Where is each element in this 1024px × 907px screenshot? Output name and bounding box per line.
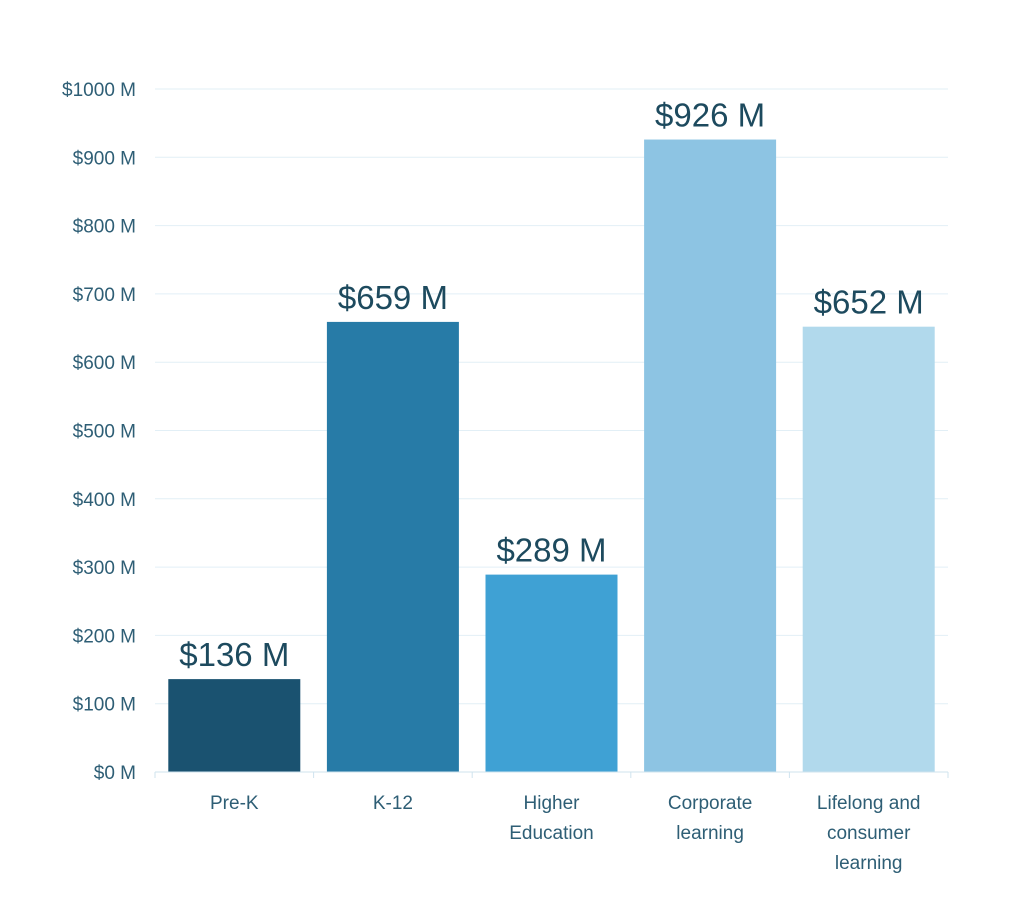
x-tick-label: consumer [827, 823, 911, 844]
bars [168, 139, 935, 773]
y-tick-label: $100 M [73, 695, 136, 716]
y-axis: $0 M $100 M $200 M $300 M $400 M $500 M $600 M… [62, 80, 136, 784]
bar-value-label: $289 M [496, 532, 606, 569]
x-tick-label: Higher [524, 793, 581, 814]
y-tick-label: $900 M [73, 148, 136, 169]
gridlines [155, 88, 948, 705]
y-tick-label: $600 M [73, 353, 136, 374]
y-tick-label: $800 M [73, 217, 136, 238]
x-tick-label: K-12 [373, 793, 413, 814]
y-tick-label: $200 M [73, 626, 136, 647]
y-tick-label: $1000 M [62, 80, 136, 101]
y-tick-label: $300 M [73, 558, 136, 579]
bar [644, 139, 777, 773]
bar-value-label: $659 M [338, 279, 448, 316]
y-tick-label: $0 M [94, 763, 136, 784]
y-tick-label: $500 M [73, 422, 136, 443]
data-labels: $136 M $659 M $289 M $926 M $652 M [179, 97, 923, 674]
x-tick-label: Corporate [668, 793, 753, 814]
x-tick-label: learning [676, 823, 744, 844]
bar [326, 321, 459, 772]
x-tick-label: Pre-K [210, 793, 259, 814]
y-tick-label: $400 M [73, 490, 136, 511]
x-axis: Pre-K K-12 Higher Education Corporate learnin… [154, 771, 949, 874]
x-tick-label: learning [835, 853, 903, 874]
x-tick-label: Lifelong and [817, 793, 921, 814]
y-tick-label: $700 M [73, 285, 136, 306]
bar [802, 326, 935, 772]
bar [168, 679, 301, 772]
x-tick-label: Education [509, 823, 594, 844]
bar-value-label: $136 M [179, 636, 289, 673]
bar-value-label: $926 M [655, 97, 765, 134]
bar-value-label: $652 M [814, 284, 924, 321]
bar [485, 574, 618, 772]
